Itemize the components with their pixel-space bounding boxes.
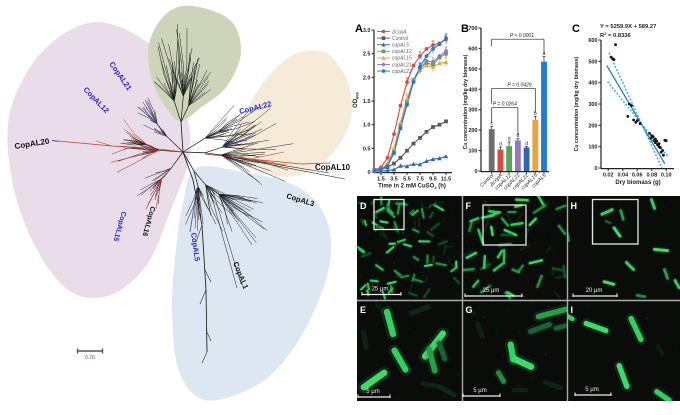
svg-text:500: 500 — [468, 67, 477, 73]
svg-text:0.02: 0.02 — [603, 173, 614, 179]
svg-text:5.5: 5.5 — [403, 177, 411, 183]
svg-text:400: 400 — [588, 81, 597, 87]
svg-text:E: E — [360, 305, 366, 315]
svg-text:5 μm: 5 μm — [473, 388, 486, 394]
svg-text:11.5: 11.5 — [441, 177, 451, 183]
svg-text:F: F — [466, 201, 472, 211]
svg-text:25 μm: 25 μm — [483, 288, 500, 294]
svg-text:500: 500 — [588, 59, 597, 65]
svg-text:D: D — [360, 201, 367, 211]
svg-text:0.06: 0.06 — [632, 173, 643, 179]
svg-text:300: 300 — [588, 102, 597, 108]
svg-text:CopAL10: CopAL10 — [315, 163, 351, 172]
svg-text:600: 600 — [468, 46, 477, 52]
svg-text:copAL21: copAL21 — [392, 62, 412, 68]
svg-text:100: 100 — [468, 149, 477, 155]
svg-text:0: 0 — [474, 169, 477, 175]
svg-text:200: 200 — [468, 128, 477, 134]
svg-text:Cu concentration (mg/kg dry bi: Cu concentration (mg/kg dry biomass) — [463, 54, 469, 149]
svg-text:0: 0 — [367, 170, 370, 176]
svg-text:0.04: 0.04 — [617, 173, 629, 179]
svg-text:copAL5: copAL5 — [392, 43, 409, 49]
svg-text:Time in 2 mM CuSO4 (h): Time in 2 mM CuSO4 (h) — [378, 184, 446, 191]
svg-text:ΔcopA: ΔcopA — [391, 29, 407, 35]
svg-text:400: 400 — [468, 87, 477, 93]
svg-text:P < 0.0001: P < 0.0001 — [510, 33, 534, 39]
svg-text:2.5: 2.5 — [363, 52, 371, 58]
svg-text:copAL15: copAL15 — [392, 56, 412, 62]
svg-text:I: I — [571, 305, 574, 315]
svg-text:100: 100 — [588, 145, 597, 151]
svg-text:1.5: 1.5 — [363, 99, 371, 105]
svg-text:20 μm: 20 μm — [586, 288, 603, 294]
svg-text:Control: Control — [392, 36, 409, 42]
svg-text:P = 0.0429: P = 0.0429 — [507, 82, 531, 88]
svg-text:0.20: 0.20 — [85, 355, 95, 361]
svg-text:2.0: 2.0 — [363, 75, 371, 81]
svg-text:C: C — [572, 23, 580, 35]
svg-text:d: d — [508, 137, 511, 143]
svg-text:Dry biomass (g): Dry biomass (g) — [615, 180, 660, 186]
svg-text:1.5: 1.5 — [377, 177, 385, 183]
svg-text:H: H — [571, 201, 578, 211]
svg-text:Y = 5259.9X + 589.27: Y = 5259.9X + 589.27 — [600, 24, 656, 30]
svg-text:700: 700 — [468, 26, 477, 32]
svg-text:600: 600 — [588, 38, 597, 44]
svg-text:d: d — [499, 142, 502, 148]
svg-text:3.0: 3.0 — [363, 28, 371, 34]
svg-text:9.5: 9.5 — [429, 177, 437, 183]
svg-text:200: 200 — [588, 123, 597, 129]
svg-text:copAL22: copAL22 — [392, 69, 412, 75]
svg-text:5 μm: 5 μm — [585, 387, 598, 393]
svg-text:d: d — [525, 141, 528, 147]
svg-text:25 μm: 25 μm — [372, 287, 389, 293]
svg-text:5 μm: 5 μm — [366, 389, 379, 395]
svg-text:7.5: 7.5 — [416, 177, 424, 183]
svg-text:0.10: 0.10 — [661, 173, 672, 179]
svg-text:A: A — [355, 23, 363, 35]
svg-text:OD600: OD600 — [353, 91, 360, 107]
svg-text:3.5: 3.5 — [390, 177, 398, 183]
svg-text:G: G — [466, 305, 473, 315]
svg-text:1.0: 1.0 — [363, 123, 371, 129]
svg-text:Cu concentration (mg/kg dry bi: Cu concentration (mg/kg dry biomass) — [574, 56, 580, 151]
svg-text:0.08: 0.08 — [646, 173, 657, 179]
svg-text:300: 300 — [468, 108, 477, 114]
svg-text:0.5: 0.5 — [363, 146, 371, 152]
svg-text:copAL12: copAL12 — [392, 49, 412, 55]
svg-text:P = 0.0264: P = 0.0264 — [493, 102, 517, 108]
svg-text:0: 0 — [594, 166, 597, 172]
